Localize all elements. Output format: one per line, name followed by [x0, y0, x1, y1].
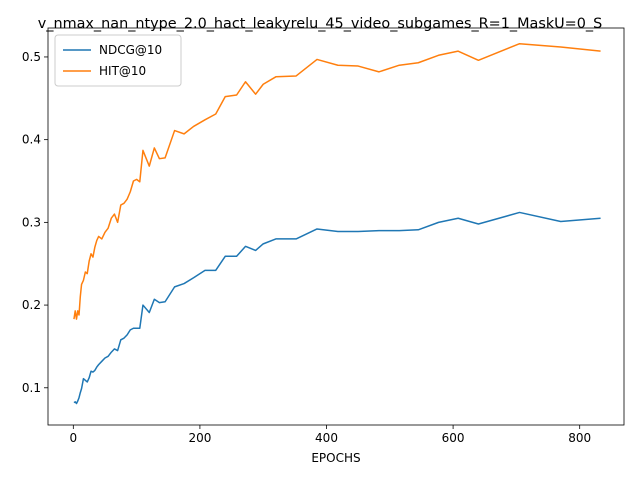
- plot-frame: [47, 27, 625, 426]
- legend-box: [54, 34, 182, 87]
- x-axis-label: EPOCHS: [311, 451, 360, 465]
- y-tick-label: 0.3: [22, 215, 41, 229]
- y-tick-label: 0.2: [22, 298, 41, 312]
- legend-label-2: HIT@10: [99, 64, 146, 78]
- series-line-2: [73, 42, 601, 320]
- x-tick-label: 200: [188, 431, 211, 445]
- series-line-1: [73, 211, 601, 405]
- y-tick-label: 0.1: [22, 381, 41, 395]
- y-tick-label: 0.5: [22, 50, 41, 64]
- y-tick-label: 0.4: [22, 133, 41, 147]
- x-tick-label: 400: [315, 431, 338, 445]
- y-axis-ticks: 0.1 0.2 0.3 0.4 0.5: [22, 50, 48, 395]
- plot-lines: [73, 42, 601, 405]
- legend-label-1: NDCG@10: [99, 43, 162, 57]
- x-tick-label: 0: [69, 431, 77, 445]
- legend: NDCG@10 HIT@10: [54, 34, 182, 87]
- x-tick-label: 800: [568, 431, 591, 445]
- x-tick-label: 600: [442, 431, 465, 445]
- chart-title: v_nmax_nan_ntype_2.0_hact_leakyrelu_45_v…: [38, 16, 602, 32]
- x-axis-ticks: 0 200 400 600 800: [69, 425, 591, 445]
